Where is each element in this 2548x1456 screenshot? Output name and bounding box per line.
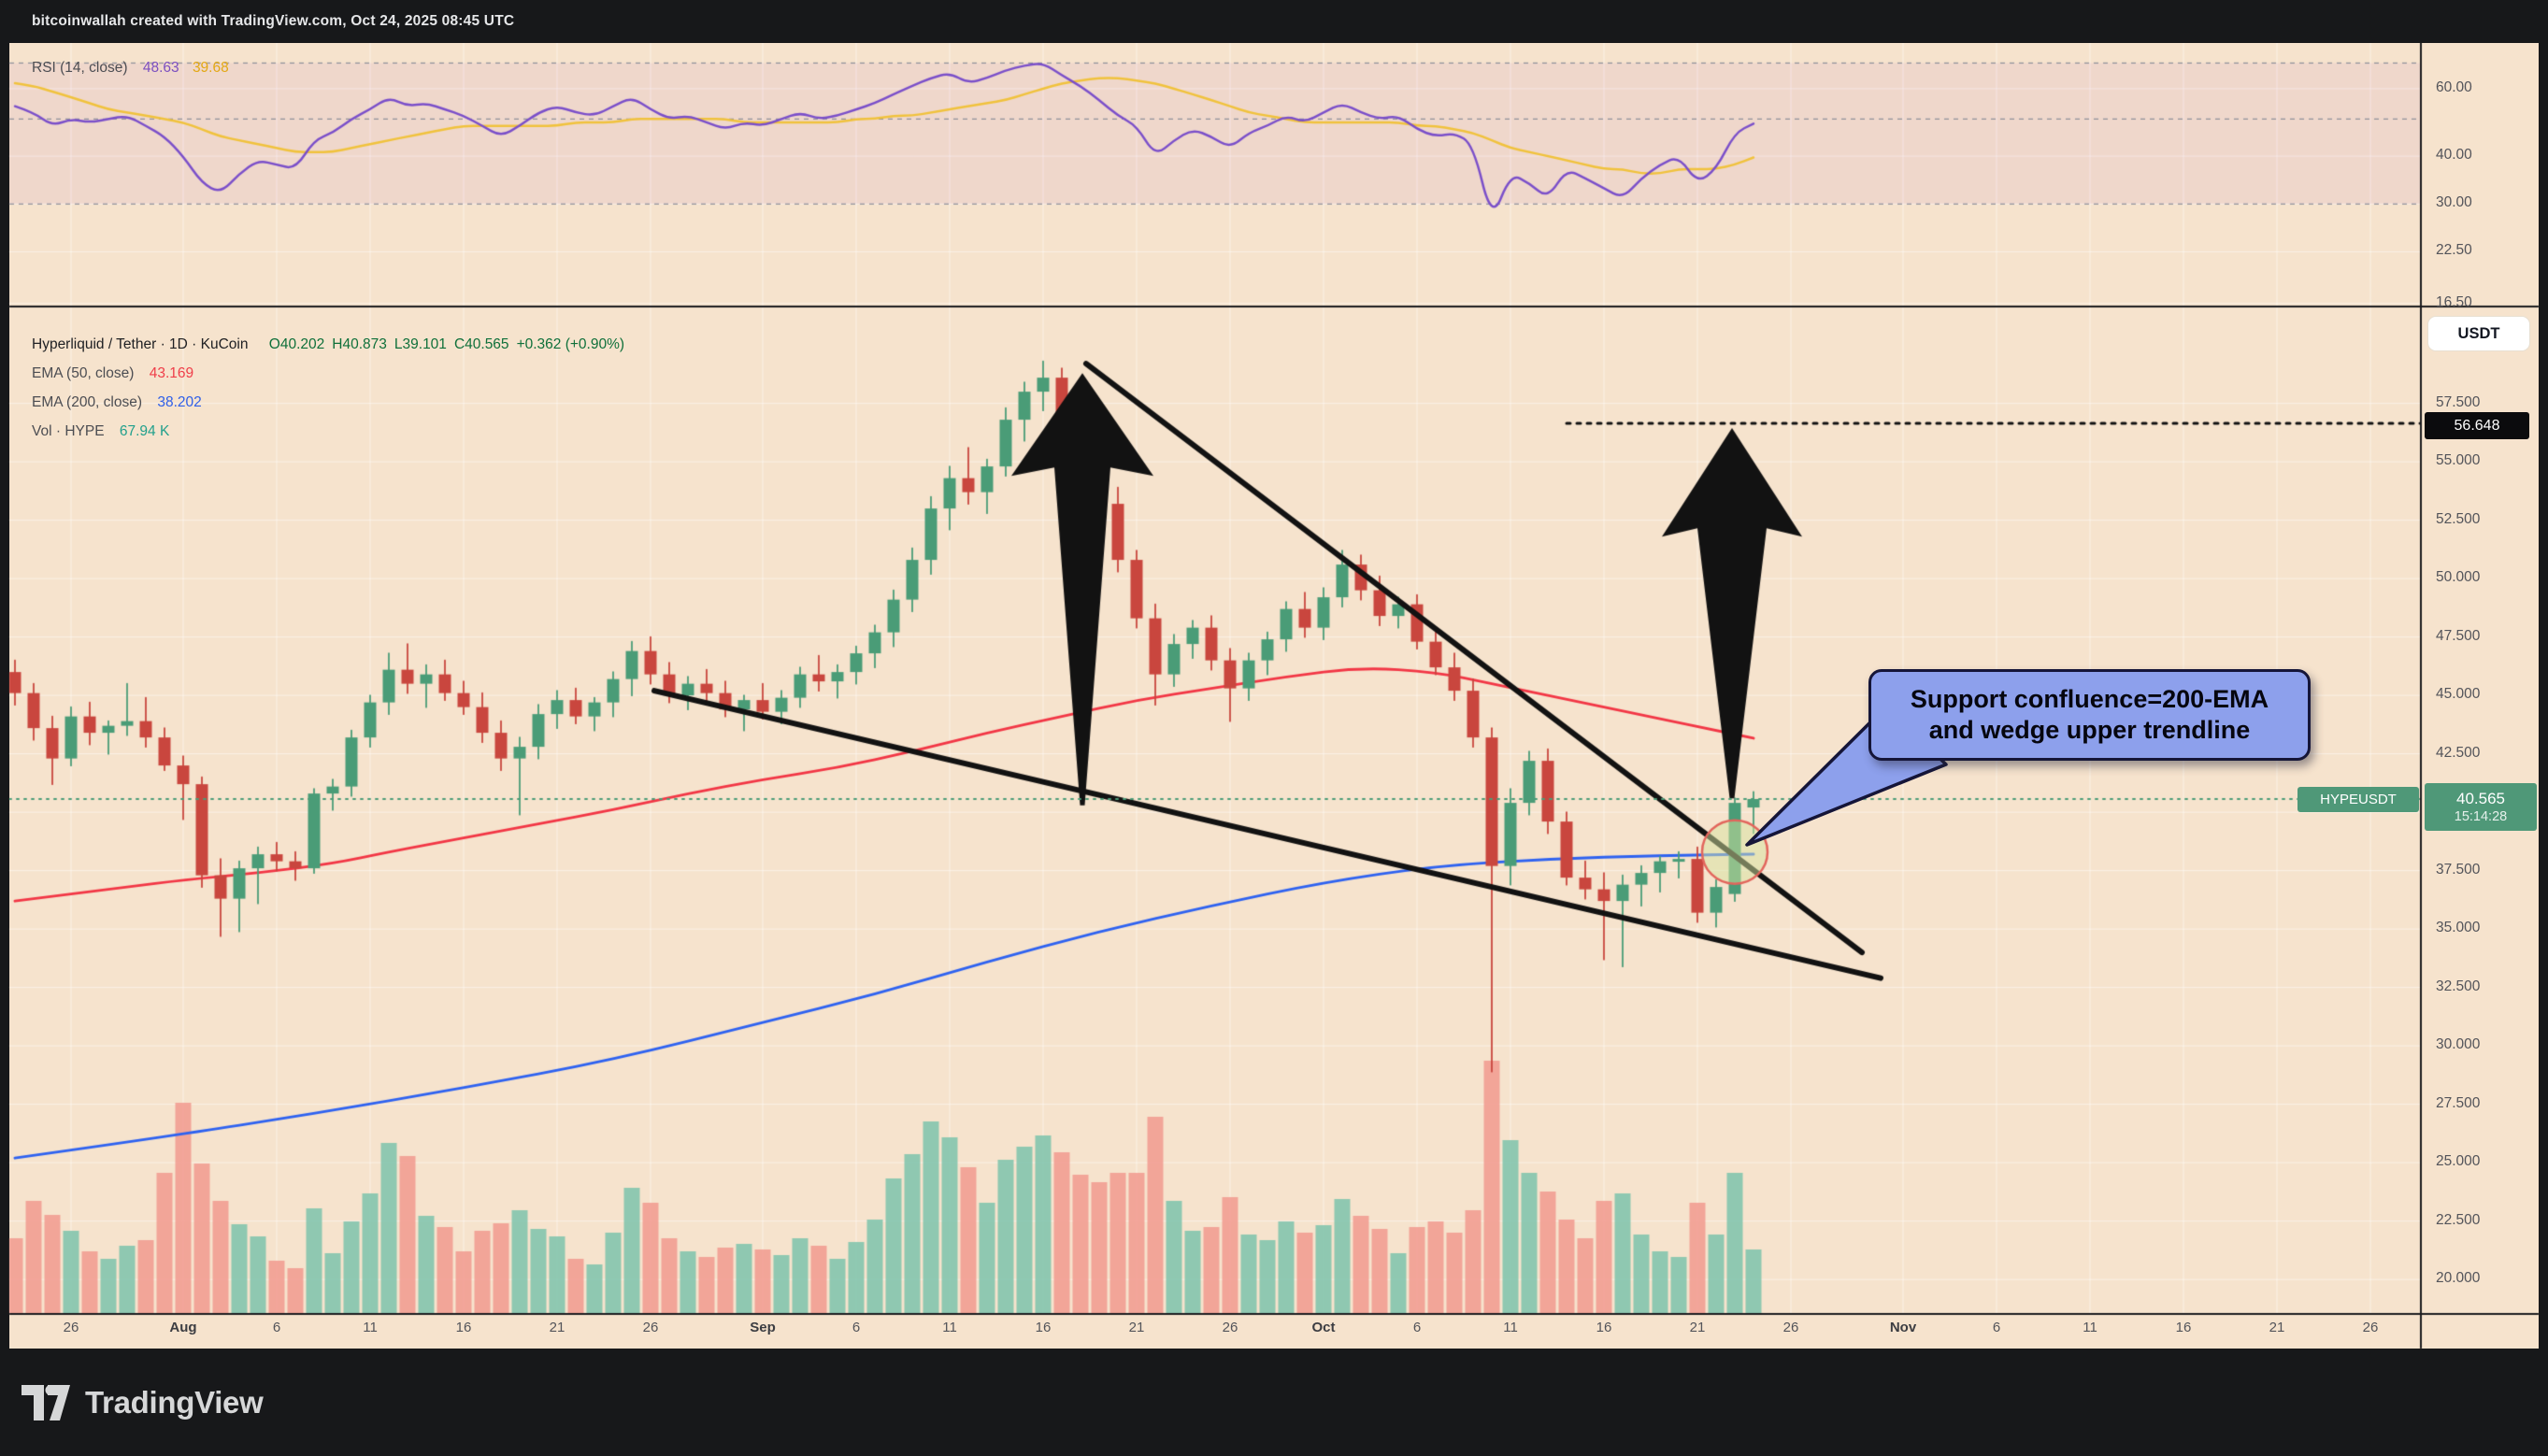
callout-text-line2: and wedge upper trendline bbox=[1928, 716, 2251, 744]
price-tick-32.500: 32.500 bbox=[2436, 978, 2481, 994]
time-tick-6: 6 bbox=[1412, 1320, 1422, 1335]
price-tick-27.500: 27.500 bbox=[2436, 1094, 2481, 1111]
time-tick-Nov: Nov bbox=[1889, 1320, 1917, 1335]
rsi-tick-30.00: 30.00 bbox=[2436, 194, 2472, 211]
time-tick-Aug: Aug bbox=[169, 1320, 197, 1335]
time-tick-26: 26 bbox=[1782, 1320, 1799, 1335]
rsi-tick-60.00: 60.00 bbox=[2436, 79, 2472, 95]
rsi-legend[interactable]: RSI (14, close) 48.63 39.68 bbox=[32, 60, 229, 77]
time-tick-26: 26 bbox=[642, 1320, 659, 1335]
volume-label: Vol · HYPE bbox=[32, 423, 105, 439]
tradingview-logo[interactable]: TradingView bbox=[20, 1383, 264, 1422]
time-tick-26: 26 bbox=[1222, 1320, 1238, 1335]
price-tick-50.000: 50.000 bbox=[2436, 569, 2481, 586]
time-tick-11: 11 bbox=[363, 1320, 378, 1335]
time-tick-26: 26 bbox=[63, 1320, 79, 1335]
time-tick-11: 11 bbox=[1503, 1320, 1518, 1335]
tradingview-logo-icon bbox=[21, 1384, 70, 1420]
last-price-value: 40.565 bbox=[2456, 789, 2505, 807]
currency-toggle-button[interactable]: USDT bbox=[2427, 316, 2530, 351]
price-tick-25.000: 25.000 bbox=[2436, 1153, 2481, 1170]
price-tick-35.000: 35.000 bbox=[2436, 920, 2481, 936]
price-tick-52.500: 52.500 bbox=[2436, 510, 2481, 527]
price-tick-20.000: 20.000 bbox=[2436, 1270, 2481, 1287]
time-tick-16: 16 bbox=[2175, 1320, 2192, 1335]
time-tick-21: 21 bbox=[1128, 1320, 1145, 1335]
price-tick-57.500: 57.500 bbox=[2436, 393, 2481, 410]
time-tick-21: 21 bbox=[1689, 1320, 1706, 1335]
ema200-value: 38.202 bbox=[157, 394, 202, 410]
time-tick-16: 16 bbox=[1035, 1320, 1052, 1335]
target-price-label: 56.648 bbox=[2425, 412, 2529, 439]
symbol-price-tag: HYPEUSDT bbox=[2297, 787, 2419, 812]
rsi-tick-22.50: 22.50 bbox=[2436, 242, 2472, 259]
callout-text-line1: Support confluence=200-EMA bbox=[1910, 685, 2269, 714]
countdown-timer: 15:14:28 bbox=[2454, 809, 2508, 825]
price-tick-55.000: 55.000 bbox=[2436, 452, 2481, 469]
time-tick-16: 16 bbox=[455, 1320, 472, 1335]
ohlc-values: O40.202 H40.873 L39.101 C40.565 +0.362 (+0.9… bbox=[268, 336, 625, 352]
ema50-label: EMA (50, close) bbox=[32, 365, 135, 381]
footer-bar: TradingView bbox=[0, 1349, 2548, 1456]
header-bar: bitcoinwallah created with TradingView.c… bbox=[0, 0, 2548, 43]
time-tick-Oct: Oct bbox=[1311, 1320, 1336, 1335]
time-tick-26: 26 bbox=[2362, 1320, 2379, 1335]
ema50-legend[interactable]: EMA (50, close) 43.169 bbox=[32, 365, 193, 382]
time-tick-Sep: Sep bbox=[750, 1320, 776, 1335]
time-tick-21: 21 bbox=[2269, 1320, 2285, 1335]
rsi-legend-label: RSI (14, close) bbox=[32, 60, 128, 76]
ema50-value: 43.169 bbox=[149, 365, 194, 381]
time-tick-11: 11 bbox=[2083, 1320, 2097, 1335]
rsi-value: 48.63 bbox=[142, 60, 179, 76]
rsi-tick-40.00: 40.00 bbox=[2436, 147, 2472, 164]
rsi-ma-value: 39.68 bbox=[192, 60, 229, 76]
time-tick-6: 6 bbox=[1992, 1320, 2001, 1335]
header-attribution: bitcoinwallah created with TradingView.c… bbox=[32, 13, 515, 29]
symbol-title: Hyperliquid / Tether · 1D · KuCoin bbox=[32, 336, 249, 352]
price-tick-47.500: 47.500 bbox=[2436, 627, 2481, 644]
last-price-label: 40.565 15:14:28 bbox=[2425, 783, 2537, 831]
volume-value: 67.94 K bbox=[119, 423, 170, 439]
time-tick-16: 16 bbox=[1596, 1320, 1612, 1335]
price-tick-42.500: 42.500 bbox=[2436, 744, 2481, 761]
support-confluence-callout[interactable]: Support confluence=200-EMA and wedge upp… bbox=[1868, 669, 2311, 761]
time-tick-11: 11 bbox=[942, 1320, 957, 1335]
ema200-label: EMA (200, close) bbox=[32, 394, 143, 410]
time-tick-6: 6 bbox=[852, 1320, 861, 1335]
volume-legend[interactable]: Vol · HYPE 67.94 K bbox=[32, 423, 169, 440]
time-tick-21: 21 bbox=[549, 1320, 565, 1335]
symbol-legend[interactable]: Hyperliquid / Tether · 1D · KuCoin O40.2… bbox=[32, 336, 624, 353]
tradingview-logo-text: TradingView bbox=[85, 1384, 264, 1420]
price-tick-30.000: 30.000 bbox=[2436, 1036, 2481, 1053]
time-axis[interactable]: 26 Aug 6 11 16 21 26 Sep 6 11 16 21 26 Oct 6 11 16 21 26 No… bbox=[0, 1320, 2548, 1346]
time-tick-6: 6 bbox=[272, 1320, 281, 1335]
price-tick-37.500: 37.500 bbox=[2436, 861, 2481, 878]
price-tick-22.500: 22.500 bbox=[2436, 1211, 2481, 1228]
rsi-tick-16.50: 16.50 bbox=[2436, 293, 2472, 310]
price-tick-45.000: 45.000 bbox=[2436, 686, 2481, 703]
ema200-legend[interactable]: EMA (200, close) 38.202 bbox=[32, 394, 202, 411]
